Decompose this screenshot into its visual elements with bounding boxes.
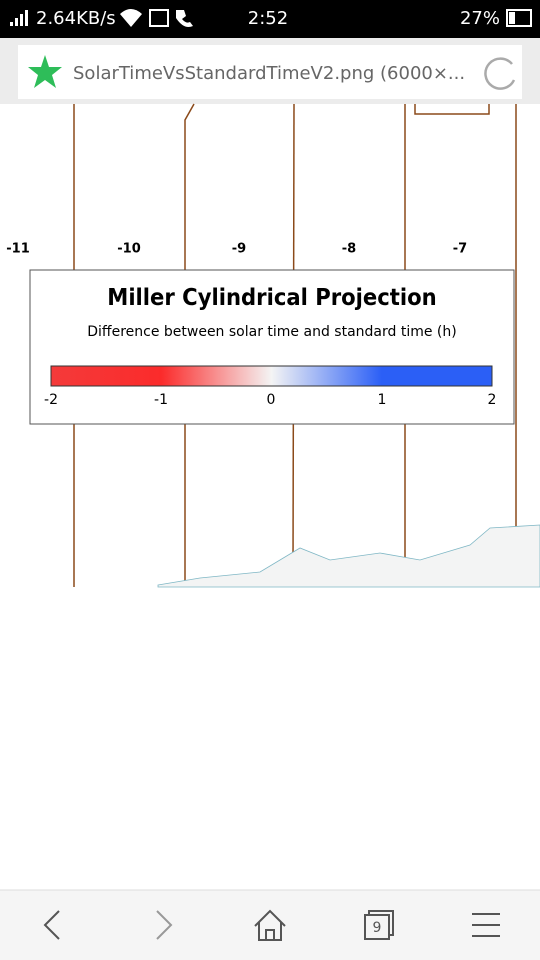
zone-label: -11 [6,242,30,257]
colorbar-tick: 1 [378,392,387,408]
call-icon [176,10,193,27]
battery-icon [506,9,532,27]
menu-button[interactable] [472,913,500,937]
image-icon [149,9,169,27]
legend-subtitle: Difference between solar time and standa… [87,324,456,340]
url-box[interactable] [18,45,522,99]
tabs-button[interactable] [364,914,390,940]
zone-label: -10 [117,242,141,257]
back-button[interactable] [43,910,60,940]
zone-label: -8 [342,242,356,257]
clock: 2:52 [248,8,288,29]
forward-button[interactable] [156,910,173,940]
nav-bar [0,890,540,960]
page-title: SolarTimeVsStandardTimeV2.png (6000×... [73,63,465,84]
battery-level: 27% [460,8,500,29]
zone-label: -7 [453,242,467,257]
colorbar [50,365,493,387]
zone-label: -9 [232,242,246,257]
colorbar-tick: -2 [44,392,58,408]
status-bar [0,0,540,38]
antarctica-coast [157,524,540,588]
signal-icon [10,10,28,26]
home-button[interactable] [254,909,286,941]
bookmark-star[interactable] [28,55,62,88]
colorbar-tick: 0 [267,392,276,408]
tab-count: 9 [373,920,382,936]
wifi-icon [120,9,142,27]
legend-box [29,269,515,425]
legend-title: Miller Cylindrical Projection [107,284,436,311]
reload-button[interactable] [484,57,516,90]
network-speed: 2.64KB/s [36,8,116,29]
colorbar-tick: -1 [154,392,168,408]
colorbar-tick: 2 [488,392,497,408]
